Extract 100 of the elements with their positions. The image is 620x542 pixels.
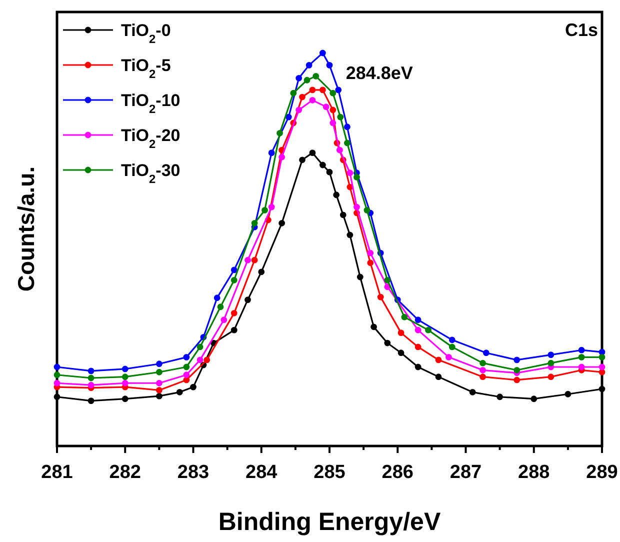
x-tick-label: 282 [109,462,141,483]
legend-label: TiO$_{2}$-30 [121,161,180,186]
point [414,326,422,334]
point [469,388,476,396]
legend-label: TiO$_{2}$-20 [121,126,180,151]
point [514,356,520,364]
point [296,106,302,114]
point [326,62,333,68]
point [156,380,162,386]
point [262,207,268,214]
point [370,324,377,330]
point [337,114,344,120]
point [214,294,220,302]
point [435,356,442,364]
point [88,382,94,388]
point [251,220,258,226]
point [54,380,60,386]
point [156,368,162,376]
point [326,168,333,176]
point [244,296,251,304]
point [183,372,190,378]
point [276,130,283,136]
point [598,386,606,392]
point [564,390,572,398]
point [377,294,384,300]
point [309,96,316,104]
point [220,316,228,324]
point [401,314,408,320]
point [299,156,306,164]
point [496,394,504,400]
point [258,268,265,276]
point [548,374,554,380]
point [309,86,316,94]
x-tick-label: 283 [177,462,210,483]
point [414,316,422,324]
point [578,354,585,360]
point [268,204,275,210]
point [384,276,391,284]
point [176,388,183,396]
point [480,374,486,380]
point [183,354,190,360]
point [122,380,128,386]
text: C1s [564,20,598,40]
point [285,114,292,120]
y-axis-title: Counts/a.u. [13,166,39,292]
point [435,374,442,380]
point [54,364,60,370]
point [230,310,238,316]
point [346,232,354,238]
legend-label: TiO$_{2}$-0 [121,21,171,46]
x-tick-label: 286 [382,462,414,483]
x-axis-title: Binding Energy/eV [218,508,441,536]
point [367,260,374,266]
point [230,266,238,274]
point [530,396,538,402]
point [333,192,340,198]
x-tick-label: 284 [246,462,278,483]
point [414,344,422,350]
point [344,140,350,146]
point [598,364,606,370]
point [482,350,490,356]
point [398,350,404,356]
point [364,207,370,214]
point [425,326,432,334]
point [319,50,326,56]
point [514,376,520,384]
point [156,386,162,394]
point [578,364,585,370]
point [290,90,297,96]
point [367,250,374,256]
point [548,352,554,358]
point [204,356,210,364]
point [54,372,60,378]
point [480,360,486,366]
point [335,86,342,94]
legend-label: TiO$_{2}$-5 [121,56,171,81]
point [88,398,94,404]
point [156,360,162,368]
point [346,170,354,176]
point [354,174,360,180]
point [598,354,606,360]
point [88,368,94,374]
point [398,330,404,336]
point [54,394,60,400]
point [330,120,336,126]
point [448,336,456,344]
point [299,94,306,100]
point [446,354,452,360]
point [278,220,286,226]
point [296,74,302,82]
point [230,326,238,334]
annotation: 284.8eV [346,63,413,83]
point [122,366,128,372]
point [578,346,585,354]
point [278,154,286,160]
point [514,366,520,374]
point [183,364,190,370]
point [319,162,326,168]
point [336,146,343,154]
point [414,364,422,370]
